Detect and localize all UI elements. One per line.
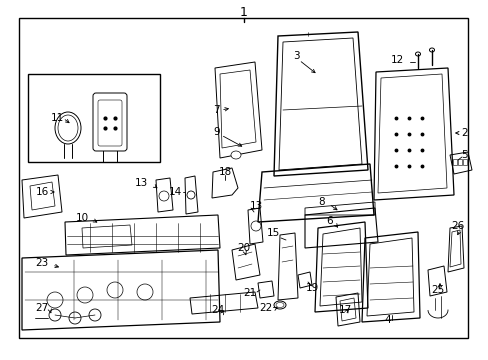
- Ellipse shape: [273, 301, 285, 309]
- Text: 9: 9: [213, 127, 220, 137]
- Text: 15: 15: [266, 228, 280, 238]
- Text: 8: 8: [318, 197, 325, 207]
- Text: 3: 3: [292, 51, 299, 61]
- Text: 6: 6: [326, 216, 333, 226]
- Ellipse shape: [415, 52, 420, 56]
- Bar: [19, 18, 467, 338]
- Ellipse shape: [275, 302, 284, 307]
- Text: 21: 21: [242, 288, 256, 298]
- Ellipse shape: [58, 115, 78, 141]
- Text: 1: 1: [240, 5, 247, 18]
- Text: 17: 17: [338, 305, 351, 315]
- Text: 27: 27: [35, 303, 48, 313]
- Bar: [462, 159, 466, 165]
- Ellipse shape: [428, 48, 434, 52]
- Ellipse shape: [230, 151, 241, 159]
- Text: 24: 24: [211, 305, 224, 315]
- Text: 10: 10: [75, 213, 88, 223]
- Text: 16: 16: [35, 187, 48, 197]
- Text: 11: 11: [50, 113, 63, 123]
- FancyBboxPatch shape: [93, 93, 127, 151]
- Bar: [28, 74, 160, 162]
- Text: 26: 26: [450, 221, 464, 231]
- Ellipse shape: [55, 112, 81, 144]
- FancyBboxPatch shape: [98, 100, 122, 146]
- Text: 13: 13: [249, 201, 263, 211]
- Text: 14: 14: [168, 187, 182, 197]
- Text: 12: 12: [389, 55, 403, 65]
- Text: 5: 5: [461, 150, 468, 160]
- Text: 19: 19: [305, 283, 318, 293]
- Text: 22: 22: [258, 303, 271, 313]
- Text: 25: 25: [430, 285, 444, 295]
- Text: 7: 7: [213, 105, 220, 115]
- Text: 23: 23: [35, 258, 48, 268]
- Text: 13: 13: [135, 178, 148, 188]
- Text: 18: 18: [218, 167, 231, 177]
- Bar: [457, 159, 461, 165]
- Text: 4: 4: [384, 315, 390, 325]
- Text: 2: 2: [461, 128, 468, 138]
- Text: 20: 20: [237, 243, 250, 253]
- Bar: [452, 159, 456, 165]
